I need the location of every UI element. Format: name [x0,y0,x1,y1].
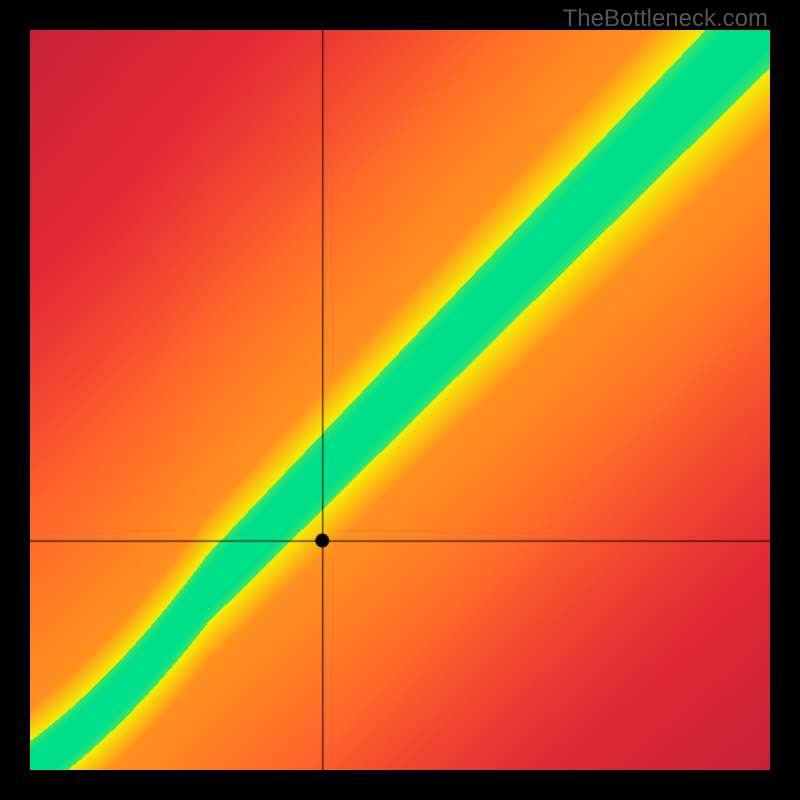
heatmap-plot [30,30,770,770]
watermark-text: TheBottleneck.com [563,5,768,33]
heatmap-canvas [30,30,770,770]
